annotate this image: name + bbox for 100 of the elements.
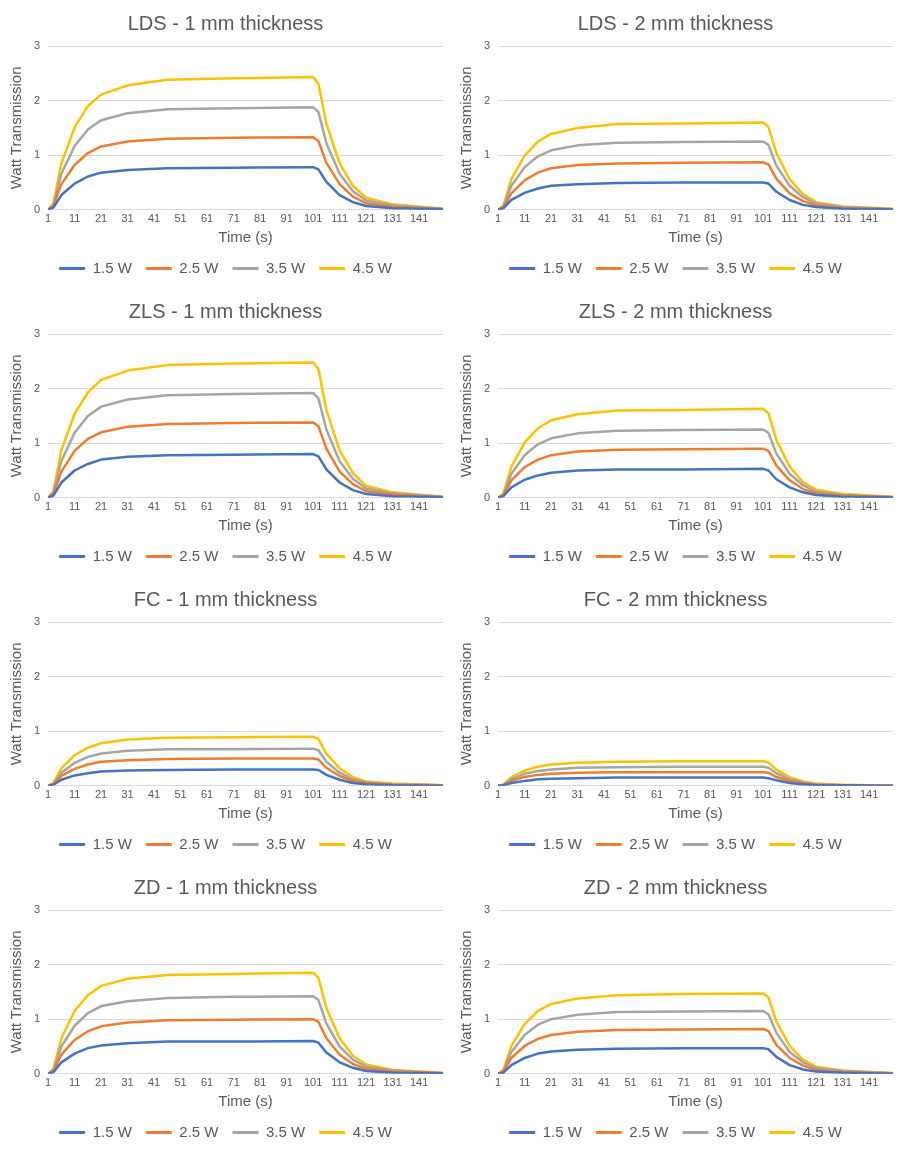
x-tick-label: 61 (201, 788, 214, 801)
legend-label: 3.5 W (266, 258, 307, 276)
legend-label: 2.5 W (629, 546, 670, 564)
x-tick-label: 21 (95, 788, 108, 801)
chart-title: ZLS - 1 mm thickness (128, 299, 323, 322)
legend-label: 4.5 W (802, 834, 843, 852)
x-tick-label: 11 (518, 212, 531, 225)
x-tick-label: 1 (45, 212, 52, 225)
x-tick-label: 91 (280, 788, 293, 801)
x-tick-label: 51 (624, 212, 637, 225)
x-tick-label: 21 (95, 1076, 108, 1089)
x-tick-label: 11 (518, 788, 531, 801)
x-tick-label: 51 (174, 788, 187, 801)
x-axis-title: Time (s) (218, 1092, 273, 1110)
x-tick-label: 51 (624, 788, 637, 801)
x-tick-label: 71 (677, 212, 690, 225)
legend-label: 2.5 W (629, 258, 670, 276)
x-tick-label: 41 (148, 788, 161, 801)
x-tick-label: 1 (45, 1076, 52, 1089)
x-tick-label: 111 (331, 788, 349, 801)
x-tick-label: 61 (651, 788, 664, 801)
x-tick-label: 111 (781, 500, 799, 513)
x-tick-label: 131 (383, 500, 402, 513)
y-tick-label: 1 (33, 724, 41, 737)
x-tick-label: 81 (254, 1076, 267, 1089)
x-tick-label: 141 (859, 1076, 879, 1089)
x-tick-label: 21 (95, 500, 108, 513)
x-tick-label: 31 (121, 212, 134, 225)
x-tick-label: 31 (571, 788, 584, 801)
y-tick-label: 1 (33, 148, 41, 161)
chart-title: ZLS - 2 mm thickness (578, 299, 773, 322)
x-tick-label: 121 (356, 500, 376, 513)
x-tick-label: 11 (518, 1076, 531, 1089)
x-tick-label: 121 (806, 1076, 826, 1089)
x-tick-label: 61 (201, 212, 214, 225)
x-tick-label: 61 (651, 212, 664, 225)
y-tick-label: 1 (483, 436, 491, 449)
x-tick-label: 1 (495, 212, 502, 225)
legend-label: 1.5 W (542, 1122, 583, 1140)
x-tick-label: 101 (753, 500, 773, 513)
x-tick-label: 91 (730, 212, 743, 225)
x-tick-label: 31 (121, 788, 134, 801)
legend-label: 2.5 W (179, 1122, 220, 1140)
legend-label: 3.5 W (266, 834, 307, 852)
x-tick-label: 61 (201, 500, 214, 513)
legend-label: 2.5 W (179, 834, 220, 852)
x-axis-title: Time (s) (668, 1092, 723, 1110)
x-tick-label: 51 (174, 212, 187, 225)
x-tick-label: 11 (518, 500, 531, 513)
y-tick-label: 3 (33, 615, 41, 628)
y-tick-label: 2 (483, 957, 491, 970)
x-tick-label: 141 (859, 212, 879, 225)
y-tick-label: 0 (33, 778, 41, 791)
x-tick-label: 131 (833, 788, 852, 801)
x-tick-label: 121 (356, 1076, 376, 1089)
x-tick-label: 1 (495, 1076, 502, 1089)
legend-label: 1.5 W (92, 1122, 133, 1140)
x-tick-label: 11 (68, 500, 81, 513)
y-axis-title: Watt Transmission (457, 930, 475, 1054)
y-tick-label: 1 (483, 148, 491, 161)
x-tick-label: 31 (121, 1076, 134, 1089)
legend-label: 3.5 W (716, 258, 757, 276)
x-tick-label: 1 (495, 500, 502, 513)
chart-title: LDS - 1 mm thickness (127, 11, 324, 34)
x-tick-label: 91 (280, 500, 293, 513)
x-tick-label: 101 (753, 212, 773, 225)
y-tick-label: 2 (33, 957, 41, 970)
y-tick-label: 3 (483, 39, 491, 52)
x-tick-label: 1 (45, 788, 52, 801)
x-tick-label: 81 (254, 500, 267, 513)
legend-label: 3.5 W (716, 834, 757, 852)
y-tick-label: 2 (483, 381, 491, 394)
y-tick-label: 0 (33, 202, 41, 215)
x-tick-label: 41 (598, 788, 611, 801)
y-tick-label: 0 (33, 490, 41, 503)
x-tick-label: 121 (806, 212, 826, 225)
x-tick-label: 141 (859, 788, 879, 801)
x-tick-label: 91 (280, 1076, 293, 1089)
y-axis-title: Watt Transmission (457, 354, 475, 478)
x-tick-label: 111 (331, 500, 349, 513)
legend-label: 4.5 W (802, 546, 843, 564)
y-tick-label: 3 (33, 327, 41, 340)
x-tick-label: 71 (227, 1076, 240, 1089)
x-tick-label: 31 (571, 212, 584, 225)
y-axis-title: Watt Transmission (7, 354, 25, 478)
legend-label: 4.5 W (352, 258, 393, 276)
x-tick-label: 91 (730, 1076, 743, 1089)
x-tick-label: 21 (545, 1076, 558, 1089)
x-tick-label: 21 (545, 788, 558, 801)
x-tick-label: 71 (677, 1076, 690, 1089)
x-tick-label: 41 (598, 500, 611, 513)
x-tick-label: 141 (409, 500, 429, 513)
legend-label: 1.5 W (92, 834, 133, 852)
x-tick-label: 91 (730, 500, 743, 513)
y-tick-label: 1 (483, 1012, 491, 1025)
x-tick-label: 51 (624, 1076, 637, 1089)
x-axis-title: Time (s) (218, 228, 273, 246)
y-axis-title: Watt Transmission (7, 930, 25, 1054)
legend-label: 1.5 W (542, 258, 583, 276)
chart-title: FC - 1 mm thickness (133, 587, 318, 610)
